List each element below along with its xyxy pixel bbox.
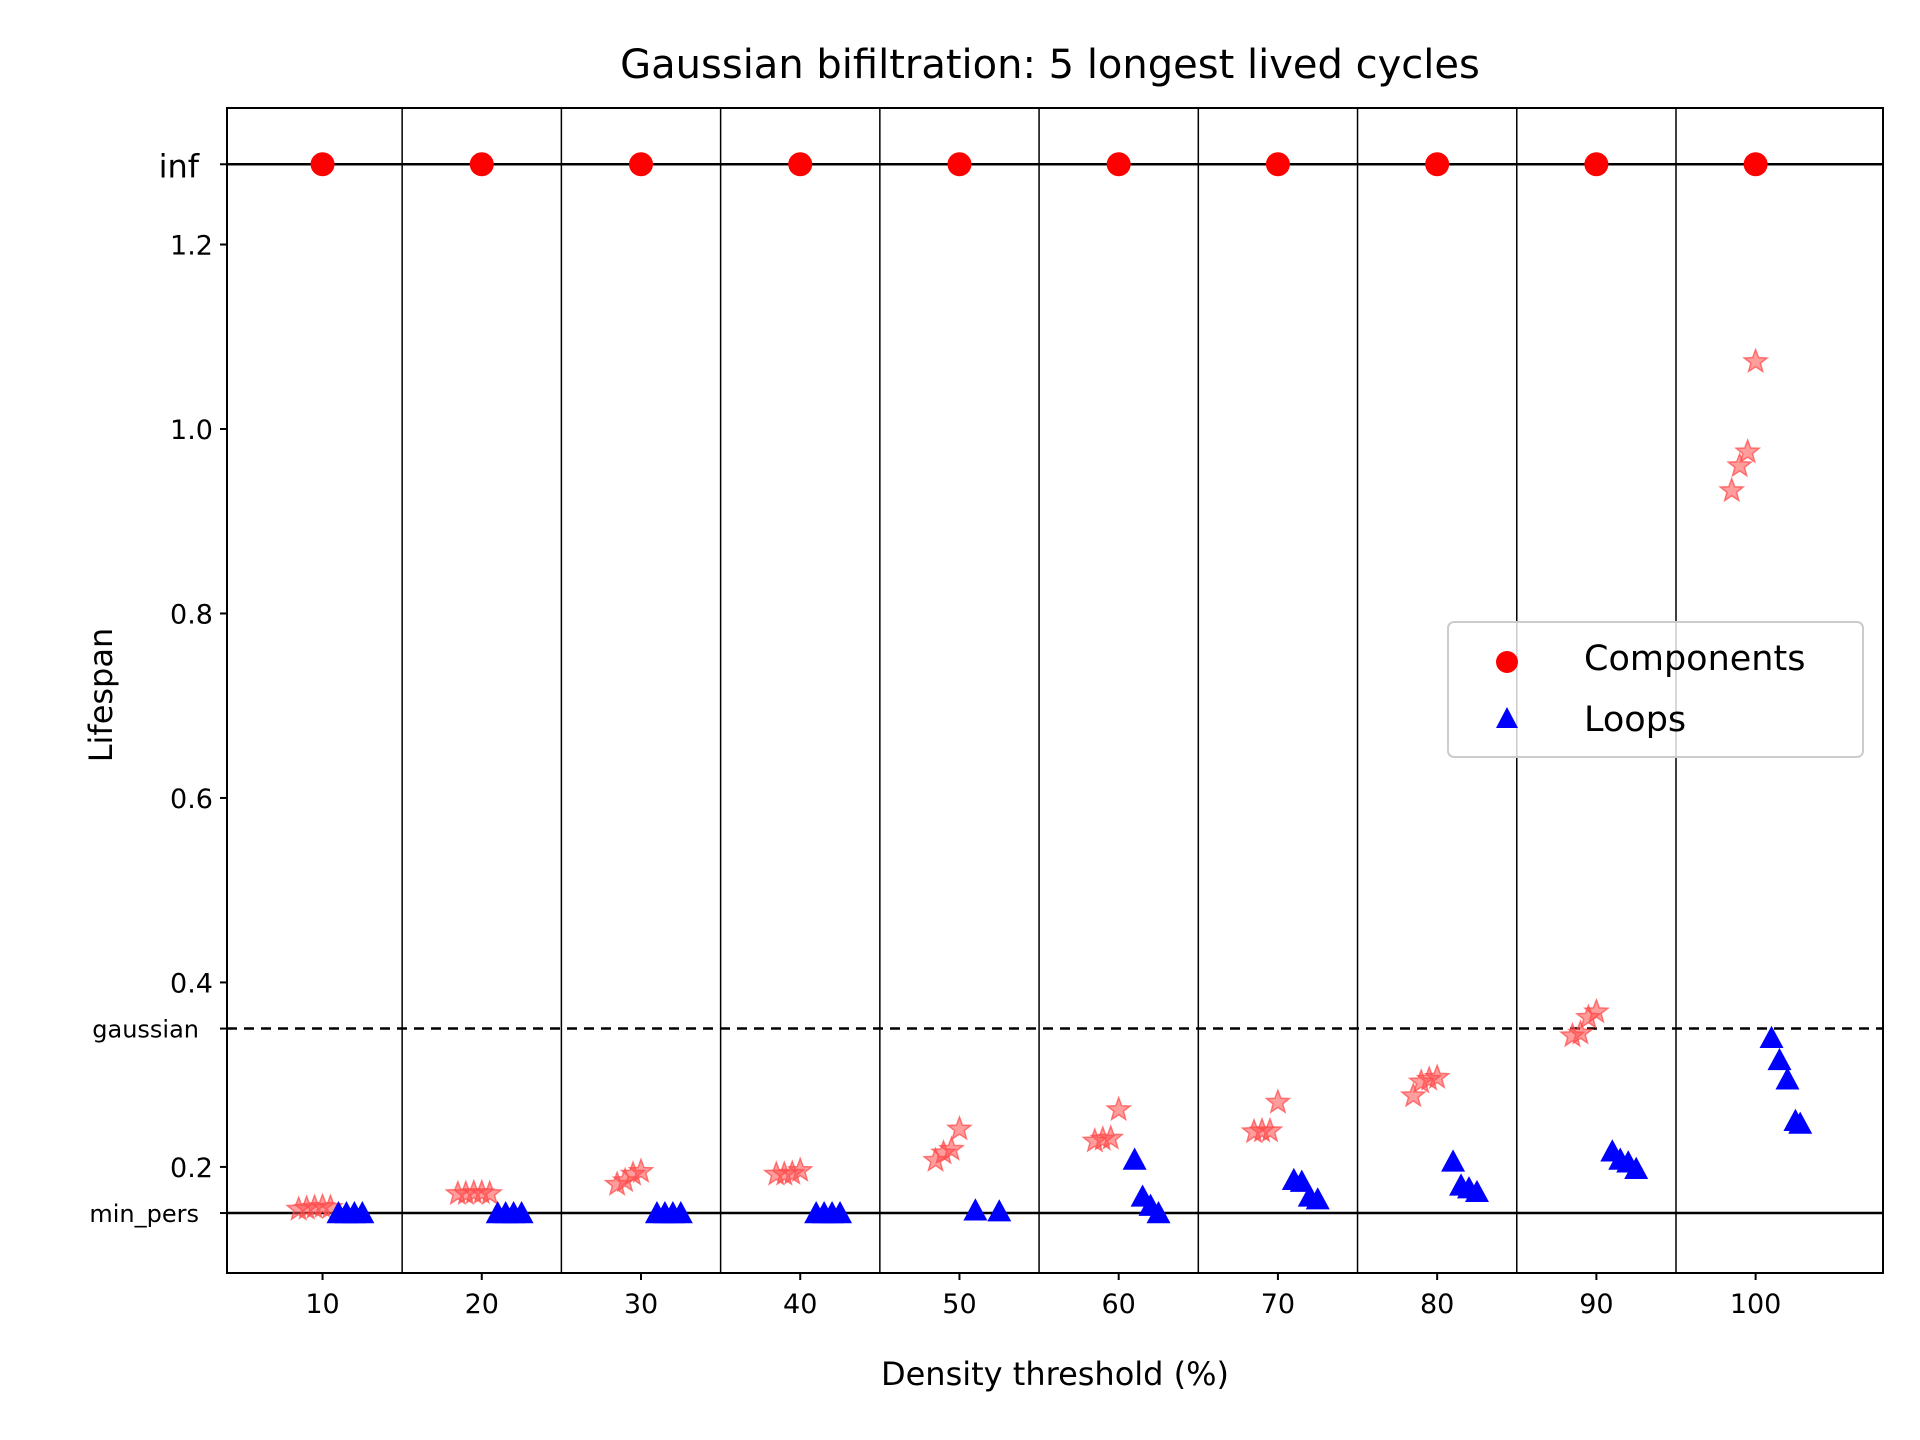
x-tick-label: 60 <box>1102 1289 1136 1320</box>
x-tick-label: 40 <box>783 1289 817 1320</box>
component-star-point <box>1566 1019 1594 1045</box>
gaussian-label: gaussian <box>92 1016 199 1044</box>
component-point <box>1584 152 1609 177</box>
loop-point <box>1767 1047 1792 1071</box>
loop-point <box>509 1201 534 1224</box>
x-tick-label: 30 <box>624 1289 658 1320</box>
inf-label: inf <box>159 147 200 185</box>
component-star-point <box>627 1157 655 1183</box>
component-star-point <box>1097 1124 1125 1150</box>
chart-title: Gaussian bifiltration: 5 longest lived c… <box>620 42 1480 88</box>
loop-point <box>828 1201 853 1224</box>
loop-point <box>1464 1179 1489 1203</box>
component-star-point <box>476 1179 504 1206</box>
loop-point <box>1441 1149 1466 1172</box>
loop-point <box>1146 1201 1171 1224</box>
y-tick-label: 0.2 <box>170 1153 213 1184</box>
loop-point <box>1788 1111 1813 1134</box>
component-star-point <box>1718 476 1746 503</box>
y-tick-label: 0.4 <box>170 968 213 999</box>
x-tick-label: 10 <box>305 1289 339 1320</box>
legend-loops-label: Loops <box>1584 700 1686 740</box>
plot-area <box>226 107 1884 1274</box>
component-point <box>310 152 335 177</box>
y-tick-label: 1.2 <box>170 231 213 262</box>
y-tick-label: 0.8 <box>170 599 213 630</box>
component-star-point <box>786 1156 814 1183</box>
component-star-point <box>1423 1063 1451 1089</box>
x-tick-label: 100 <box>1730 1289 1782 1320</box>
legend-components-label: Components <box>1584 639 1805 679</box>
y-axis-label: Lifespan <box>82 628 120 763</box>
component-star-point <box>945 1114 973 1141</box>
x-tick-label: 20 <box>465 1289 499 1320</box>
loop-point <box>1759 1025 1784 1048</box>
component-point <box>1743 152 1768 177</box>
loop-point <box>1305 1187 1330 1210</box>
y-tick-label: 0.6 <box>170 784 213 815</box>
component-point <box>1265 152 1290 177</box>
x-axis-label: Density threshold (%) <box>881 1355 1229 1393</box>
loop-point <box>1775 1067 1800 1090</box>
component-star-point <box>1264 1088 1292 1114</box>
loop-point <box>1289 1169 1314 1192</box>
x-tick-label: 80 <box>1420 1289 1454 1320</box>
component-star-point <box>1742 347 1770 374</box>
min_pers-label: min_pers <box>89 1200 199 1228</box>
x-tick-label: 50 <box>942 1289 976 1320</box>
component-point <box>469 152 494 177</box>
legend-components-marker <box>1496 651 1518 673</box>
x-tick-label: 70 <box>1261 1289 1295 1320</box>
component-star-point <box>1582 997 1610 1024</box>
component-point <box>1425 152 1450 177</box>
component-point <box>629 152 653 177</box>
legend-box <box>1447 621 1864 758</box>
component-star-point <box>1105 1095 1133 1122</box>
loop-point <box>350 1201 375 1224</box>
legend: Components Loops <box>1447 621 1864 758</box>
y-tick-label: 1.0 <box>170 415 213 446</box>
legend-loops-marker <box>1496 707 1518 728</box>
component-point <box>788 152 813 177</box>
y-axis-ticks: 0.2 0.4 0.6 0.8 1.0 1.2 <box>170 231 227 1184</box>
loop-point <box>963 1198 988 1221</box>
component-point <box>1106 152 1131 177</box>
component-star-point <box>1256 1116 1284 1143</box>
component-star-point <box>938 1135 965 1161</box>
loop-point <box>1624 1156 1649 1179</box>
component-point <box>947 152 972 177</box>
x-axis-ticks: 10 20 30 40 50 60 70 80 90 100 <box>305 1273 1781 1320</box>
loop-point <box>668 1201 693 1224</box>
data-marks <box>285 152 1813 1224</box>
component-star-point <box>1399 1081 1427 1108</box>
x-tick-label: 90 <box>1579 1289 1613 1320</box>
component-star-point <box>1726 451 1754 478</box>
loop-point <box>987 1199 1012 1222</box>
loop-point <box>1122 1147 1147 1170</box>
component-star-point <box>1734 437 1762 464</box>
